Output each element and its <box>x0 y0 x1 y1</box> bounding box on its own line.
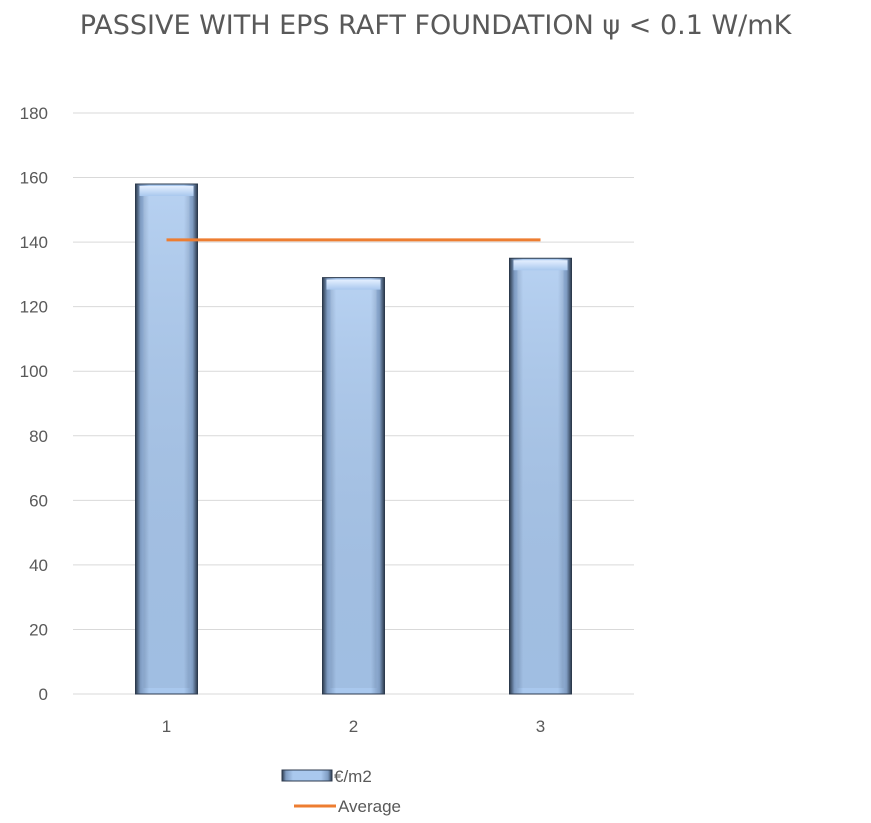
bar-top-bevel <box>326 279 381 290</box>
bar-1 <box>135 183 198 695</box>
y-tick-label: 80 <box>29 427 48 446</box>
legend-bar-label: €/m2 <box>334 767 372 786</box>
bar-3 <box>509 257 572 695</box>
y-tick-label: 60 <box>29 491 48 510</box>
bar-series <box>135 183 572 695</box>
legend-item-average: Average <box>294 797 401 816</box>
bar-face <box>517 270 564 688</box>
x-tick-label: 1 <box>162 717 171 736</box>
bar-top-bevel <box>139 186 194 197</box>
y-axis-tick-labels: 0 20 40 60 80 100 120 140 160 180 <box>20 104 48 704</box>
x-tick-label: 3 <box>536 717 545 736</box>
legend-line-label: Average <box>338 797 401 816</box>
x-tick-label: 2 <box>349 717 358 736</box>
legend-bar-swatch <box>281 769 333 782</box>
bar-face <box>330 289 377 688</box>
y-tick-label: 160 <box>20 169 48 188</box>
y-tick-label: 100 <box>20 362 48 381</box>
y-tick-label: 20 <box>29 620 48 639</box>
legend: €/m2 Average <box>281 767 401 816</box>
chart-title: PASSIVE WITH EPS RAFT FOUNDATION ψ < 0.1… <box>79 10 792 41</box>
x-axis-tick-labels: 1 2 3 <box>162 717 545 736</box>
y-tick-label: 40 <box>29 556 48 575</box>
y-tick-label: 180 <box>20 104 48 123</box>
y-tick-label: 120 <box>20 298 48 317</box>
legend-item-bar: €/m2 <box>281 767 372 786</box>
bar-top-bevel <box>513 260 568 271</box>
bar-2 <box>322 277 385 695</box>
y-tick-label: 0 <box>39 685 48 704</box>
y-tick-label: 140 <box>20 233 48 252</box>
bar-face <box>143 196 190 688</box>
